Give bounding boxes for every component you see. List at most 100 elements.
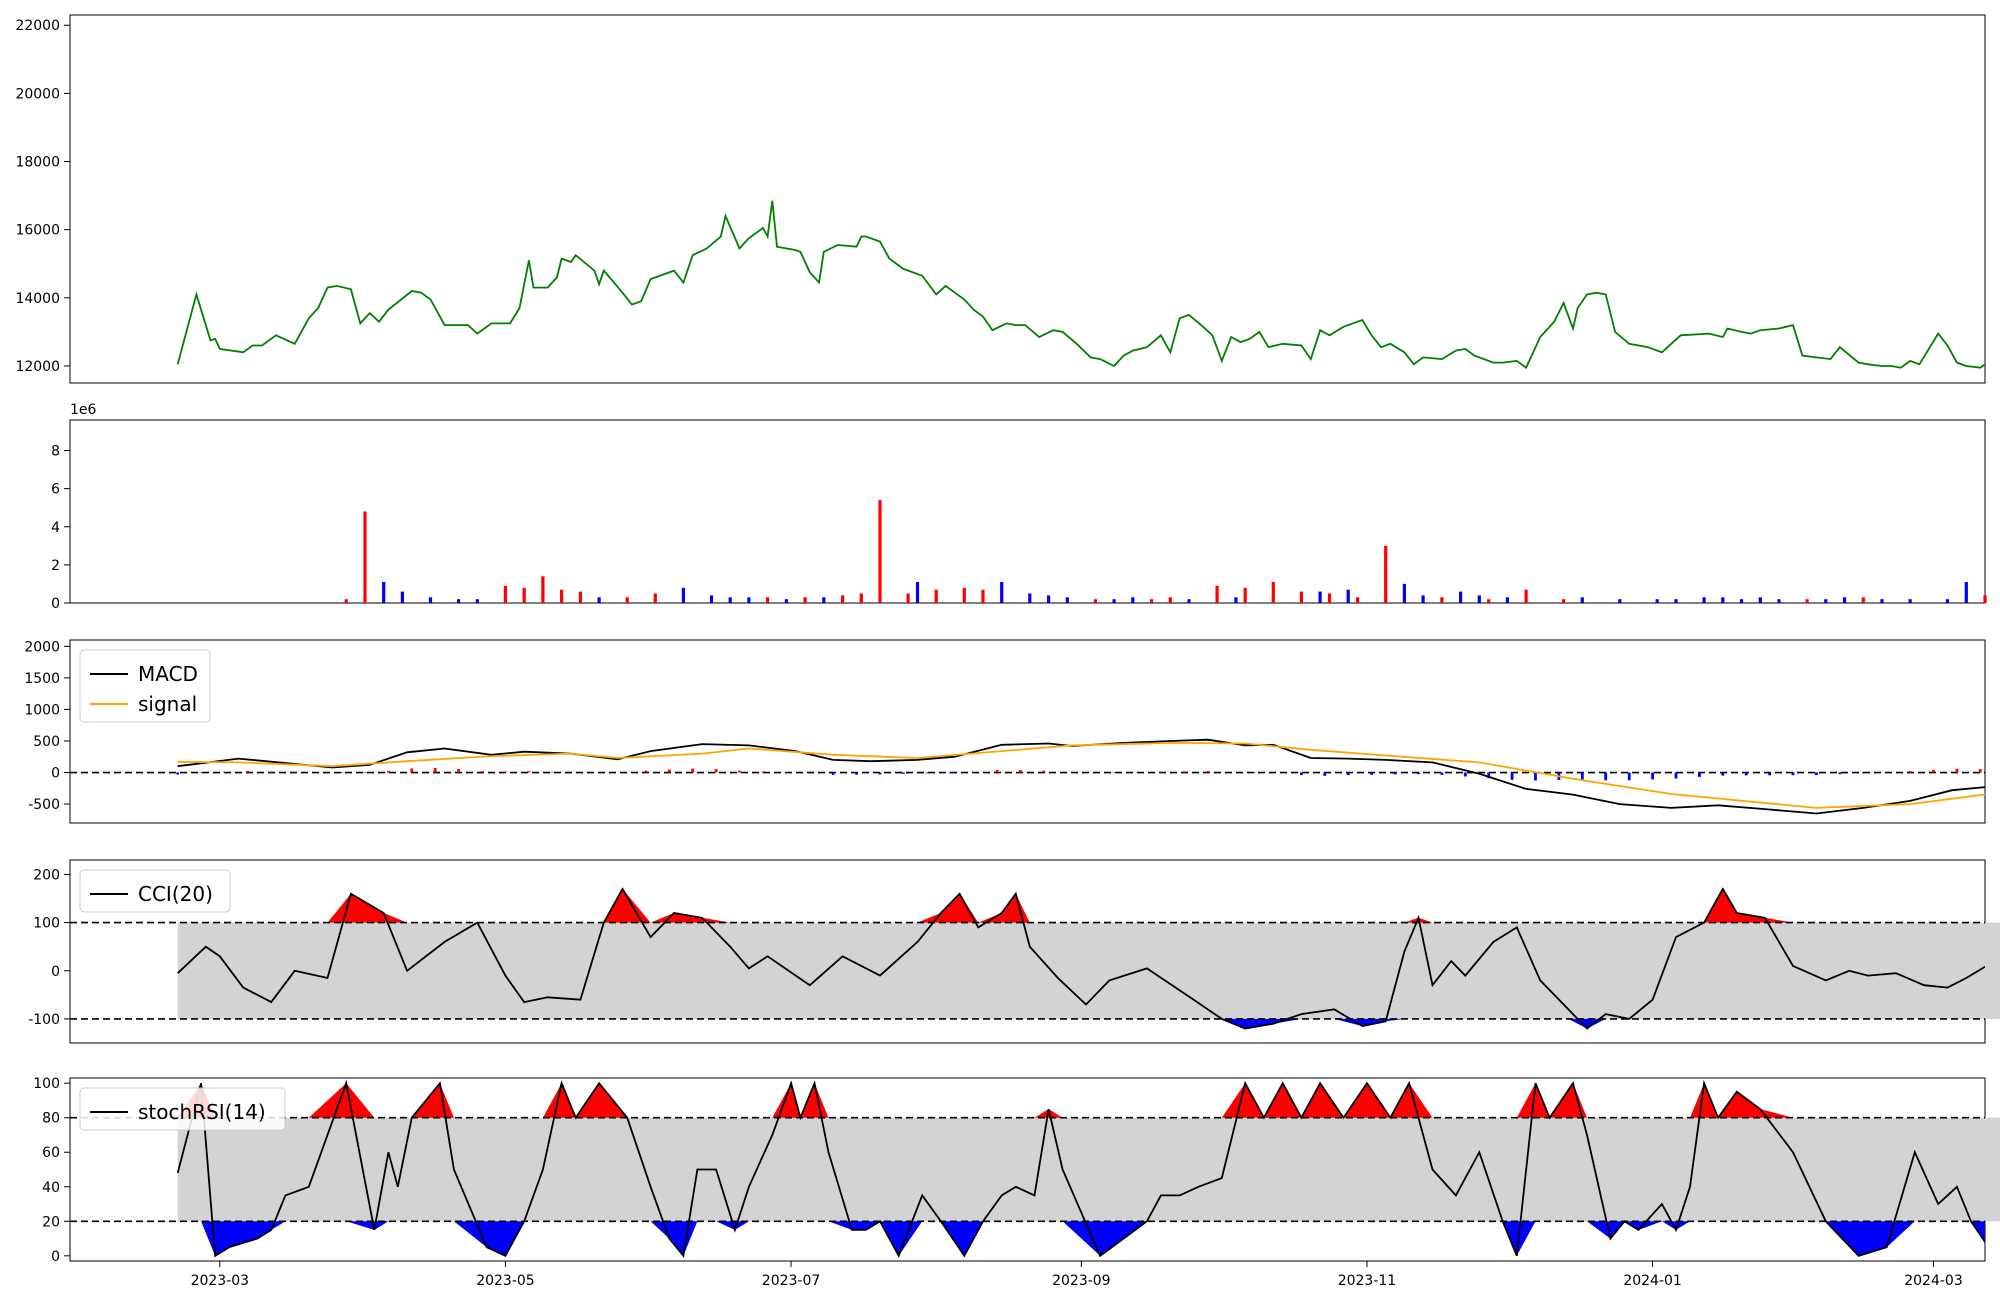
y-tick-label-price: 20000: [15, 86, 60, 102]
volume-bar: [579, 592, 582, 603]
macd-plot-area: [70, 640, 1985, 823]
volume-bar: [1880, 599, 1883, 603]
macd-histogram-bar: [1862, 773, 1865, 774]
volume-bar: [878, 500, 881, 603]
volume-bar: [766, 597, 769, 603]
volume-bar: [1525, 590, 1528, 603]
macd-histogram-bar: [1839, 773, 1842, 775]
macd-histogram-bar: [1136, 772, 1139, 773]
macd-histogram-bar: [434, 768, 437, 773]
volume-bar: [1113, 599, 1116, 603]
volume-bar: [1674, 599, 1677, 603]
y-tick-label-price: 22000: [15, 18, 60, 34]
y-tick-label-stochrsi: 20: [42, 1214, 60, 1230]
volume-bar: [1234, 597, 1237, 603]
y-tick-label-macd: -500: [28, 797, 60, 813]
volume-bar: [1656, 599, 1659, 603]
volume-bar: [981, 590, 984, 603]
volume-bar: [1740, 599, 1743, 603]
macd-histogram-bar: [902, 773, 905, 774]
y-tick-label-macd: 0: [51, 766, 60, 782]
volume-bar: [560, 590, 563, 603]
macd-histogram-bar: [832, 773, 835, 775]
y-tick-label-volume: 0: [51, 596, 60, 612]
macd-histogram-bar: [1394, 773, 1397, 775]
volume-bar: [1843, 597, 1846, 603]
x-tick-label: 2023-07: [762, 1273, 821, 1289]
volume-bar: [1094, 599, 1097, 603]
macd-histogram-bar: [855, 773, 858, 775]
macd-histogram-bar: [1721, 773, 1724, 776]
macd-histogram-bar: [808, 773, 811, 774]
macd-histogram-bar: [1909, 771, 1912, 772]
macd-histogram-bar: [481, 771, 484, 772]
macd-histogram-bar: [528, 771, 531, 772]
volume-bar: [1440, 597, 1443, 603]
volume-bar: [523, 588, 526, 603]
y-tick-label-cci: 100: [33, 916, 60, 932]
macd-histogram-bar: [364, 773, 367, 774]
macd-histogram-bar: [879, 773, 882, 775]
volume-bar: [1965, 582, 1968, 603]
volume-bar: [1328, 594, 1331, 604]
macd-histogram-bar: [1932, 770, 1935, 773]
y-tick-label-price: 12000: [15, 359, 60, 375]
volume-bar: [1862, 597, 1865, 603]
volume-bar: [1506, 597, 1509, 603]
macd-histogram-bar: [785, 772, 788, 773]
macd-histogram-bar: [691, 769, 694, 773]
macd-histogram-bar: [1581, 773, 1584, 780]
volume-bar: [860, 594, 863, 604]
volume-bar: [682, 588, 685, 603]
x-tick-label: 2024-01: [1623, 1273, 1682, 1289]
macd-histogram-bar: [1417, 773, 1420, 775]
volume-bar: [1983, 595, 1986, 603]
macd-histogram-bar: [1370, 773, 1373, 775]
cci-legend-label: CCI(20): [138, 882, 213, 906]
y-tick-label-stochrsi: 100: [33, 1076, 60, 1092]
y-tick-label-price: 18000: [15, 155, 60, 171]
y-tick-label-macd: 500: [33, 734, 60, 750]
volume-bar: [1356, 597, 1359, 603]
volume-bar: [654, 594, 657, 604]
volume-bar: [1347, 590, 1350, 603]
y-tick-label-macd: 2000: [24, 639, 60, 655]
macd-histogram-bar: [972, 772, 975, 773]
macd-histogram-bar: [340, 773, 343, 774]
volume-bar: [841, 595, 844, 603]
x-tick-label: 2024-03: [1904, 1273, 1963, 1289]
volume-bar: [1028, 594, 1031, 604]
macd-histogram-bar: [1019, 770, 1022, 772]
volume-bar: [1721, 597, 1724, 603]
macd-histogram-bar: [1651, 773, 1654, 780]
y-tick-label-volume: 8: [51, 444, 60, 460]
volume-bar: [1000, 582, 1003, 603]
macd-histogram-bar: [925, 773, 928, 774]
volume-bar: [1066, 597, 1069, 603]
volume-bar: [1384, 546, 1387, 603]
volume-bar: [1946, 599, 1949, 603]
y-tick-label-cci: 0: [51, 964, 60, 980]
volume-bar: [1403, 584, 1406, 603]
macd-histogram-bar: [762, 771, 765, 772]
stochrsi-legend-label: stochRSI(14): [138, 1100, 266, 1124]
x-tick-label: 2023-03: [191, 1273, 250, 1289]
macd-histogram-bar: [457, 769, 460, 772]
macd-histogram-bar: [1441, 773, 1444, 775]
volume-bar: [1703, 597, 1706, 603]
macd-histogram-bar: [1511, 773, 1514, 780]
volume-bar: [1150, 599, 1153, 603]
macd-histogram-bar: [996, 770, 999, 773]
volume-bar: [747, 597, 750, 603]
volume-bar: [1478, 595, 1481, 603]
volume-bar: [541, 576, 544, 603]
y-tick-label-volume: 4: [51, 520, 60, 536]
y-tick-label-macd: 1500: [24, 671, 60, 687]
volume-bar: [1272, 582, 1275, 603]
volume-bar: [1618, 599, 1621, 603]
volume-bar: [457, 599, 460, 603]
volume-bar: [1581, 597, 1584, 603]
y-tick-label-price: 14000: [15, 291, 60, 307]
